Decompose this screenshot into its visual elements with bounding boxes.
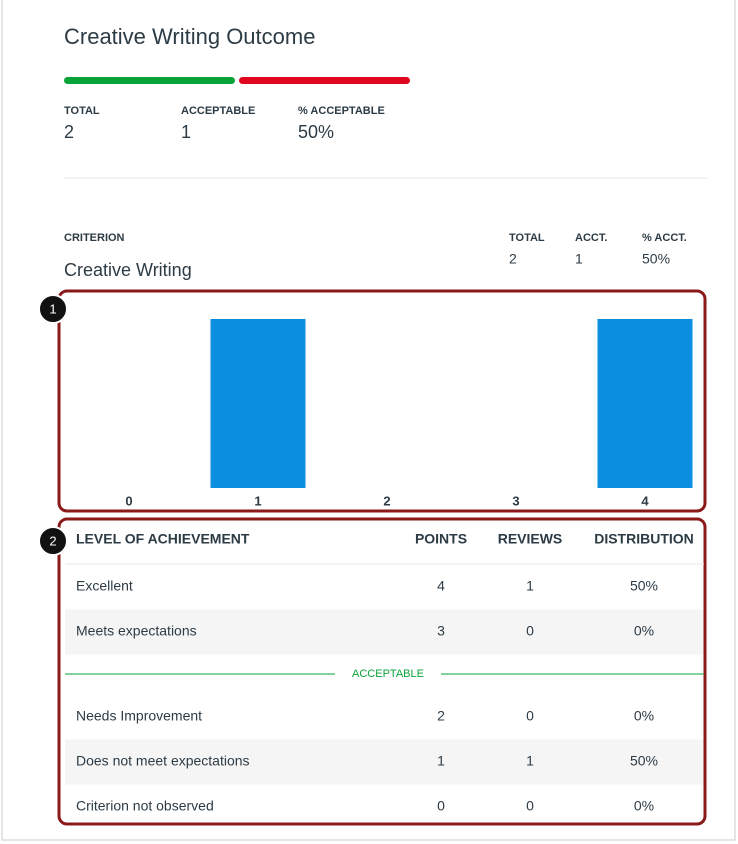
table-cell: Meets expectations bbox=[76, 623, 197, 639]
criterion-stat-value: 2 bbox=[509, 251, 517, 267]
table-cell: 0% bbox=[634, 623, 654, 639]
table-header: LEVEL OF ACHIEVEMENT bbox=[76, 531, 250, 547]
x-tick-label: 4 bbox=[641, 493, 649, 508]
table-cell: 0 bbox=[526, 798, 534, 814]
table-cell: 0% bbox=[634, 708, 654, 724]
table-cell: 0 bbox=[526, 623, 534, 639]
criterion-stat-label: ACCT. bbox=[575, 232, 607, 244]
table-header: DISTRIBUTION bbox=[594, 531, 694, 547]
row-stripe bbox=[65, 739, 704, 785]
progress-acceptable bbox=[64, 77, 235, 84]
criterion-stat-value: 1 bbox=[575, 251, 583, 267]
table-cell: 4 bbox=[437, 578, 445, 594]
table-header: REVIEWS bbox=[498, 531, 563, 547]
x-tick-label: 2 bbox=[383, 493, 390, 508]
table-cell: 0% bbox=[634, 798, 654, 814]
row-stripe bbox=[65, 609, 704, 655]
outcome-title: Creative Writing Outcome bbox=[64, 24, 315, 49]
stat-value: 2 bbox=[64, 122, 74, 142]
criterion-label: CRITERION bbox=[64, 232, 125, 244]
table-cell: Needs Improvement bbox=[76, 708, 202, 724]
table-header: POINTS bbox=[415, 531, 467, 547]
stat-value: 50% bbox=[298, 122, 334, 142]
table-cell: 0 bbox=[437, 798, 445, 814]
progress-unacceptable bbox=[239, 77, 410, 84]
x-tick-label: 1 bbox=[254, 493, 261, 508]
stat-label: TOTAL bbox=[64, 105, 100, 117]
table-cell: Excellent bbox=[76, 578, 133, 594]
table-cell: 1 bbox=[526, 578, 534, 594]
bar bbox=[597, 319, 693, 488]
table-cell: 2 bbox=[437, 708, 445, 724]
table-cell: 50% bbox=[630, 578, 658, 594]
divider-label: ACCEPTABLE bbox=[352, 668, 424, 680]
callout-number: 1 bbox=[49, 301, 56, 316]
table-cell: Criterion not observed bbox=[76, 798, 214, 814]
table-cell: Does not meet expectations bbox=[76, 753, 250, 769]
stat-label: ACCEPTABLE bbox=[181, 105, 255, 117]
callout-number: 2 bbox=[49, 533, 56, 548]
callout-badge bbox=[38, 294, 68, 324]
table-cell: 50% bbox=[630, 753, 658, 769]
bar bbox=[210, 319, 306, 488]
callout-badge bbox=[38, 526, 68, 556]
criterion-stat-label: TOTAL bbox=[509, 232, 545, 244]
criterion-name: Creative Writing bbox=[64, 260, 192, 280]
criterion-stat-label: % ACCT. bbox=[642, 232, 687, 244]
x-tick-label: 3 bbox=[512, 493, 519, 508]
table-cell: 1 bbox=[437, 753, 445, 769]
callout-box bbox=[57, 289, 707, 513]
stat-label: % ACCEPTABLE bbox=[298, 105, 385, 117]
table-cell: 1 bbox=[526, 753, 534, 769]
criterion-stat-value: 50% bbox=[642, 251, 670, 267]
table-cell: 3 bbox=[437, 623, 445, 639]
x-tick-label: 0 bbox=[125, 493, 132, 508]
table-cell: 0 bbox=[526, 708, 534, 724]
callout-box bbox=[57, 517, 707, 826]
stat-value: 1 bbox=[181, 122, 191, 142]
